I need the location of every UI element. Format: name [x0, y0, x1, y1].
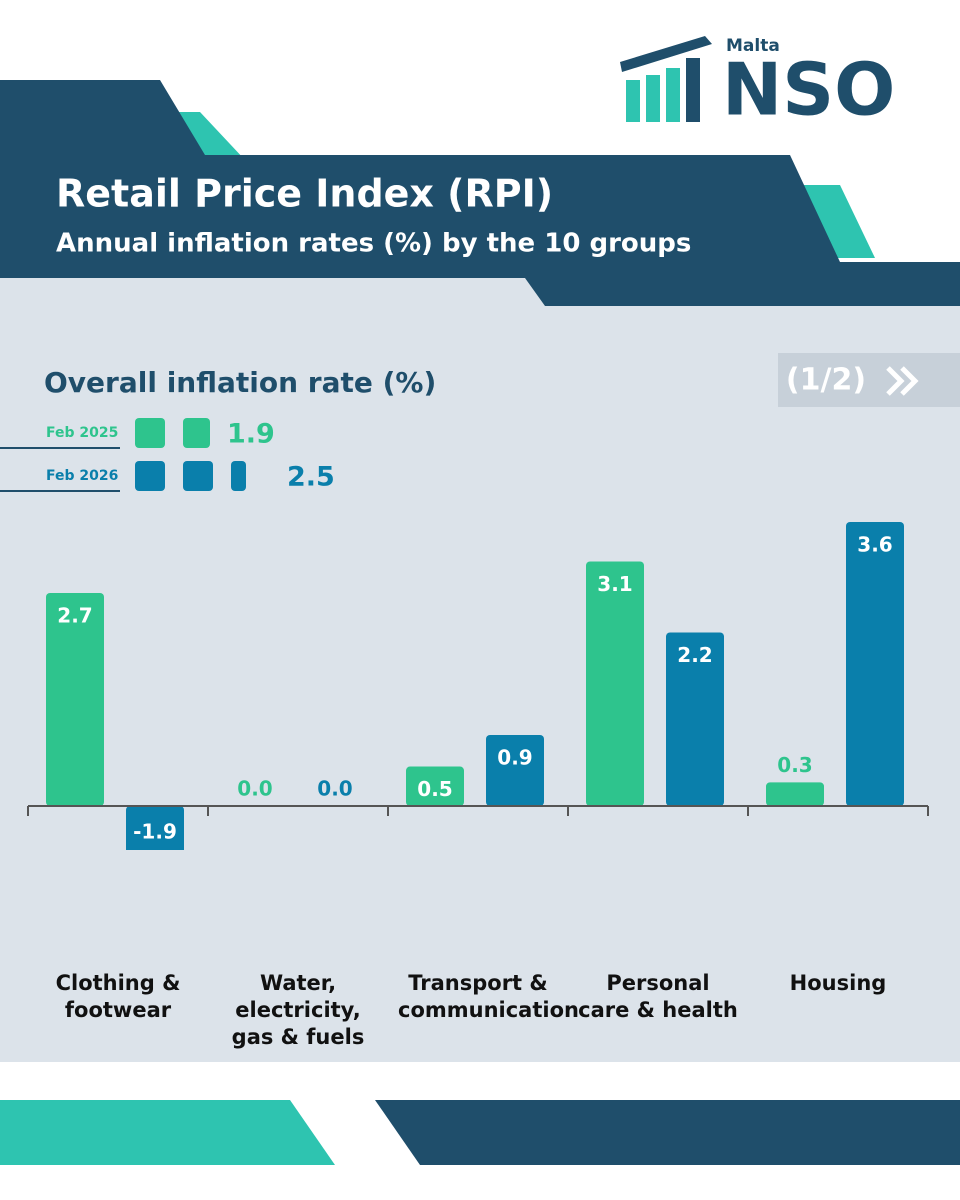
value-label: 0.5: [417, 777, 452, 801]
panel: [0, 278, 960, 1062]
category-label: Clothing & footwear: [55, 971, 181, 1022]
pictogram-square: [231, 461, 246, 491]
value-label: 0.3: [777, 753, 812, 777]
pictogram-square: [135, 418, 165, 448]
overall-value: 1.9: [227, 419, 275, 450]
page-tab: [778, 353, 960, 407]
bar: [126, 806, 184, 850]
header-band: [0, 80, 960, 306]
value-label: 0.0: [237, 777, 272, 801]
category-label: Personal care & health: [578, 971, 738, 1022]
category-label: Water, electricity, gas & fuels: [231, 971, 365, 1049]
legend-label: Feb 2025: [46, 425, 118, 441]
value-label: 2.2: [677, 643, 712, 667]
bar: [666, 632, 724, 806]
footer-band: [375, 1100, 960, 1165]
bar: [406, 766, 464, 806]
value-label: 3.6: [857, 533, 892, 557]
pictogram-square: [183, 418, 210, 448]
plot-area: [46, 522, 904, 850]
pictogram-square: [183, 461, 213, 491]
bar: [586, 561, 644, 806]
page-indicator: (1/2): [786, 363, 866, 398]
logo-small: Malta: [726, 36, 780, 56]
value-label: 0.9: [497, 746, 532, 770]
value-label: 2.7: [57, 604, 92, 628]
overall-value: 2.5: [287, 462, 335, 493]
footer-band: [0, 1100, 335, 1165]
title: Retail Price Index (RPI): [56, 172, 553, 216]
next-arrow: [886, 366, 919, 396]
value-label: -1.9: [133, 820, 177, 844]
value-label: 0.0: [317, 777, 352, 801]
bar: [766, 782, 824, 806]
subtitle: Annual inflation rates (%) by the 10 gro…: [56, 229, 691, 259]
logo: [620, 36, 712, 122]
overall-title: Overall inflation rate (%): [44, 366, 436, 399]
pictogram-square: [135, 461, 165, 491]
legend-label: Feb 2026: [46, 468, 118, 484]
value-label: 3.1: [597, 572, 632, 596]
bar: [846, 522, 904, 806]
category-label: Housing: [789, 971, 887, 995]
logo-text: NSO: [722, 48, 895, 132]
bar: [486, 735, 544, 806]
category-label: Transport & communication: [398, 971, 579, 1022]
bar: [46, 593, 104, 806]
accent: [800, 185, 875, 258]
